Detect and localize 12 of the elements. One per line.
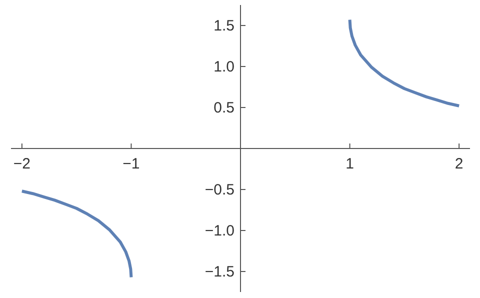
- y-tick-label: 1.5: [214, 18, 234, 34]
- x-tick-label: −2: [13, 156, 30, 172]
- y-tick-label: −1.0: [204, 222, 234, 240]
- x-tick-label: −1: [122, 156, 140, 172]
- y-tick-label: −1.5: [204, 264, 234, 280]
- line-series: [20, 190, 133, 279]
- y-tick-label: 1.0: [214, 58, 234, 76]
- x-tick-label: 2: [454, 156, 464, 172]
- line-series: [348, 18, 461, 108]
- y-tick-label: −0.5: [204, 182, 234, 198]
- x-tick-label: 1: [346, 156, 354, 172]
- y-tick-label: 0.5: [214, 100, 234, 116]
